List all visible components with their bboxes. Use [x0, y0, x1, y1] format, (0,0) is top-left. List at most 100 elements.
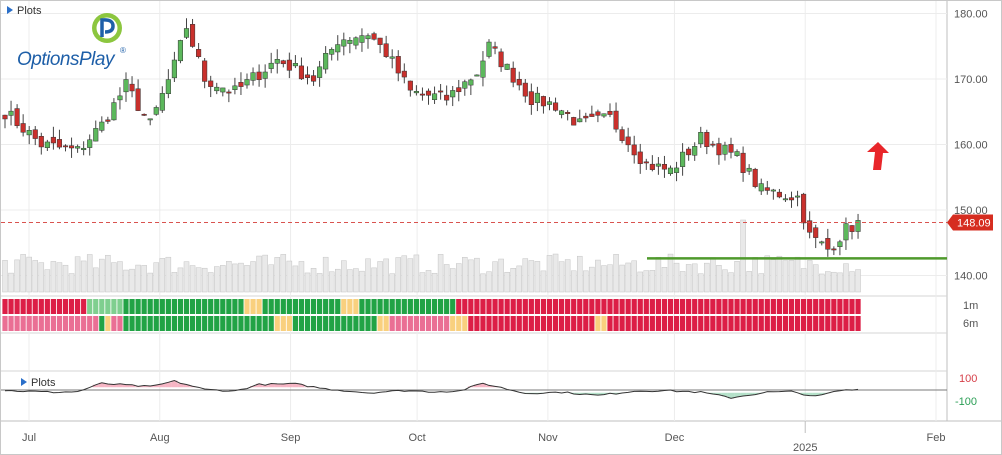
- candle-body: [770, 189, 776, 192]
- triangle-right-icon[interactable]: [21, 378, 27, 386]
- signal-cell-1m: [214, 299, 220, 314]
- candle-body: [165, 79, 171, 95]
- y-tick-label: 170.00: [954, 74, 988, 86]
- candle-body: [147, 118, 153, 121]
- candle-body: [692, 146, 698, 156]
- volume-bar: [159, 258, 166, 293]
- signal-cell-6m: [522, 316, 528, 331]
- volume-bar: [62, 264, 69, 293]
- volume-bar: [552, 253, 559, 293]
- signal-cell-1m: [196, 299, 202, 314]
- x-tick-label: 2025: [793, 442, 817, 454]
- volume-bar: [56, 262, 63, 293]
- candle-body: [50, 136, 56, 144]
- signal-cell-6m: [758, 316, 764, 331]
- signal-cell-1m: [323, 299, 329, 314]
- triangle-right-icon[interactable]: [7, 6, 13, 14]
- signal-cell-1m: [183, 299, 190, 314]
- volume-bar: [698, 273, 704, 293]
- signal-cell-6m: [371, 316, 377, 331]
- signal-cell-1m: [135, 299, 141, 314]
- signal-cell-6m: [335, 316, 341, 331]
- signal-cell-1m: [450, 299, 456, 314]
- volume-bar: [673, 262, 680, 293]
- signal-cell-6m: [595, 316, 601, 331]
- volume-bar: [625, 262, 631, 293]
- signal-cell-6m: [698, 316, 704, 331]
- volume-bar: [649, 270, 656, 293]
- volume-bar: [800, 268, 807, 293]
- volume-bar: [68, 273, 75, 293]
- osc-overbought-fill: [92, 380, 499, 388]
- volume-bar: [86, 254, 93, 293]
- signal-cell-6m: [577, 316, 583, 331]
- top-panel-header[interactable]: Plots: [7, 5, 42, 17]
- volume-bar: [401, 255, 408, 293]
- signal-cell-1m: [371, 299, 377, 314]
- candle-body: [183, 28, 190, 38]
- volume-bar: [492, 261, 498, 293]
- candle-body: [595, 111, 601, 116]
- signal-cell-1m: [68, 299, 75, 314]
- volume-bar: [655, 256, 662, 293]
- volume-bar: [437, 254, 444, 293]
- candle-body: [311, 75, 317, 82]
- signal-cell-6m: [44, 316, 50, 331]
- signal-cell-6m: [456, 316, 462, 331]
- signal-cell-1m: [613, 299, 619, 314]
- volume-bar: [528, 260, 535, 293]
- signal-cell-6m: [214, 316, 220, 331]
- signal-cell-1m: [849, 299, 855, 314]
- signal-cell-6m: [196, 316, 202, 331]
- signal-cell-1m: [746, 299, 752, 314]
- signal-cell-6m: [365, 316, 371, 331]
- signal-cell-6m: [62, 316, 69, 331]
- volume-bar: [685, 264, 692, 293]
- candle-body: [135, 88, 141, 111]
- volume-bar: [443, 264, 450, 293]
- signal-cell-6m: [189, 316, 196, 331]
- signal-cell-1m: [153, 299, 159, 314]
- volume-bar: [583, 270, 589, 293]
- osc-panel-header[interactable]: Plots: [21, 377, 56, 389]
- signal-cell-6m: [510, 316, 516, 331]
- signal-cell-1m: [177, 299, 184, 314]
- volume-bar: [764, 255, 771, 293]
- signal-cell-1m: [528, 299, 534, 314]
- candle-body: [486, 41, 492, 57]
- candle-body: [468, 79, 474, 86]
- signal-cell-1m: [595, 299, 601, 314]
- signal-cell-1m: [232, 299, 238, 314]
- signal-cell-1m: [728, 299, 734, 314]
- signal-cell-6m: [752, 316, 758, 331]
- signal-cell-6m: [462, 316, 468, 331]
- candle-body: [26, 130, 32, 136]
- candle-body: [819, 241, 825, 244]
- signal-cell-1m: [468, 299, 474, 314]
- signal-cell-1m: [540, 299, 547, 314]
- candle-body: [450, 90, 456, 98]
- signal-cell-6m: [99, 316, 105, 331]
- signal-cell-6m: [280, 316, 286, 331]
- candle-body: [44, 141, 50, 148]
- signal-cell-1m: [256, 299, 262, 314]
- candle-body: [746, 167, 752, 172]
- candle-body: [716, 143, 722, 156]
- signal-cell-6m: [825, 316, 831, 331]
- current-price-label: 148.09: [957, 217, 991, 229]
- signal-cell-6m: [770, 316, 776, 331]
- candle-body: [335, 44, 341, 53]
- volume-bar: [80, 260, 87, 293]
- volume-bar: [171, 272, 178, 293]
- candle-body: [625, 136, 631, 146]
- signal-cell-6m: [746, 316, 752, 331]
- signal-cell-1m: [583, 299, 589, 314]
- candle-body: [141, 113, 147, 116]
- x-tick-label: Oct: [409, 432, 426, 444]
- signal-cell-1m: [559, 299, 565, 314]
- candle-body: [32, 129, 38, 139]
- candle-body: [728, 144, 734, 153]
- candle-body: [734, 151, 740, 156]
- candle-body: [795, 195, 801, 198]
- signal-cell-1m: [516, 299, 522, 314]
